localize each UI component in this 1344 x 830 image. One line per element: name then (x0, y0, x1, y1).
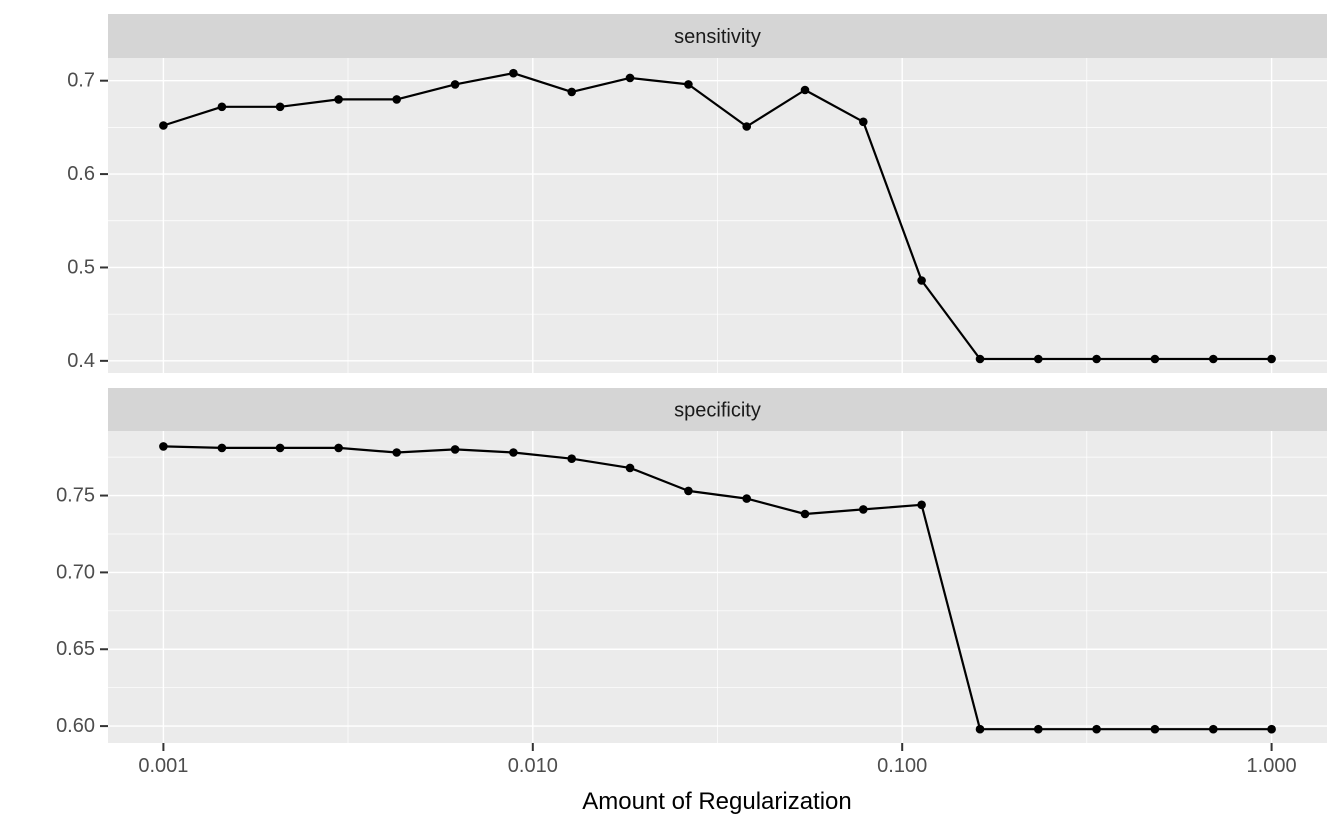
specificity-point (917, 500, 926, 510)
strip-label: sensitivity (674, 26, 761, 48)
specificity-point (1267, 724, 1276, 734)
specificity-point (684, 486, 693, 496)
specificity-point (625, 463, 635, 473)
x-axis-tick-label: 0.100 (877, 755, 927, 777)
sensitivity-point (450, 80, 460, 89)
specificity-point (800, 509, 810, 519)
sensitivity-point (859, 117, 868, 127)
specificity-point (275, 443, 285, 453)
specificity-point (450, 445, 460, 454)
sensitivity-point (1209, 354, 1218, 364)
specificity-line (163, 445, 1272, 731)
sensitivity-point (159, 121, 168, 130)
y-axis-tick-label: 0.4 (67, 350, 95, 372)
sensitivity-point (975, 354, 985, 364)
sensitivity-point (742, 122, 751, 131)
specificity-point (859, 505, 868, 514)
specificity-point (217, 443, 227, 453)
sensitivity-point (1267, 354, 1276, 364)
specificity-point (392, 448, 402, 457)
sensitivity-point (625, 73, 635, 83)
y-axis-tick-label: 0.7 (67, 70, 95, 92)
sensitivity-point (1092, 354, 1101, 364)
x-axis-tick-label: 0.001 (138, 755, 188, 777)
specificity-point (159, 442, 168, 451)
specificity-point (1092, 724, 1101, 734)
x-axis-title: Amount of Regularization (582, 788, 851, 815)
y-axis-tick-label: 0.65 (56, 638, 95, 660)
specificity-point (509, 448, 518, 457)
specificity-point (975, 724, 985, 734)
sensitivity-point (800, 85, 810, 95)
y-axis-tick-label: 0.75 (56, 485, 95, 507)
specificity-point (1209, 724, 1218, 734)
specificity-point (1034, 724, 1043, 734)
y-axis-tick-label: 0.6 (67, 163, 95, 185)
sensitivity-point (392, 95, 402, 104)
sensitivity-point (567, 87, 576, 97)
x-axis-tick-label: 1.000 (1247, 755, 1297, 777)
sensitivity-point (509, 68, 518, 78)
sensitivity-point (684, 80, 693, 89)
sensitivity-point (217, 102, 227, 112)
strip-label: specificity (674, 400, 761, 422)
specificity-point (1150, 724, 1160, 734)
sensitivity-point (917, 276, 926, 285)
specificity-point (334, 443, 343, 453)
x-axis-tick-label: 0.010 (508, 755, 558, 777)
specificity-point (742, 494, 751, 503)
sensitivity-point (334, 95, 343, 104)
facet-strip (108, 14, 1327, 58)
sensitivity-point (1150, 354, 1160, 364)
facet-strip (108, 388, 1327, 431)
y-axis-tick-label: 0.5 (67, 256, 95, 278)
sensitivity-point (275, 102, 285, 112)
specificity-point (567, 454, 576, 464)
sensitivity-point (1034, 354, 1043, 364)
sensitivity-line (163, 72, 1272, 361)
y-axis-tick-label: 0.60 (56, 715, 95, 737)
y-axis-tick-label: 0.70 (56, 561, 95, 583)
